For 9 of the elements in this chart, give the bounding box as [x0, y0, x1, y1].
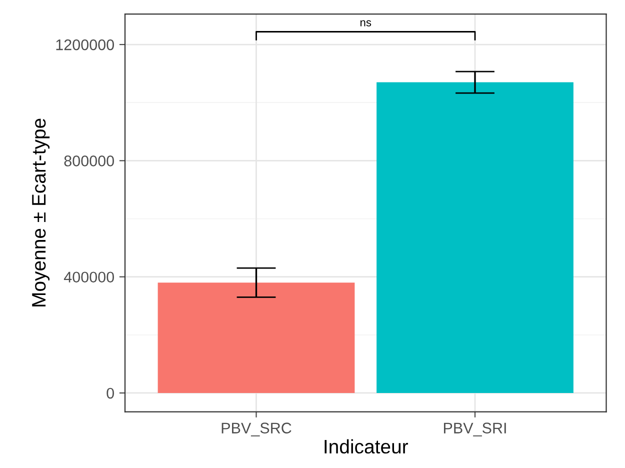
x-tick-label: PBV_SRI	[444, 422, 506, 436]
y-tick-label: 1200000	[56, 39, 114, 50]
annotation: ns	[360, 20, 372, 26]
y-tick-label: 800000	[64, 156, 114, 166]
x-tick-label: PBV_SRC	[222, 422, 292, 436]
y-axis-title: Moyenne ± Ecart-type	[32, 118, 50, 306]
y-tick-label: 400000	[64, 272, 114, 283]
x-axis-title: Indicateur	[324, 439, 408, 454]
y-tick-label: 0	[106, 388, 114, 399]
